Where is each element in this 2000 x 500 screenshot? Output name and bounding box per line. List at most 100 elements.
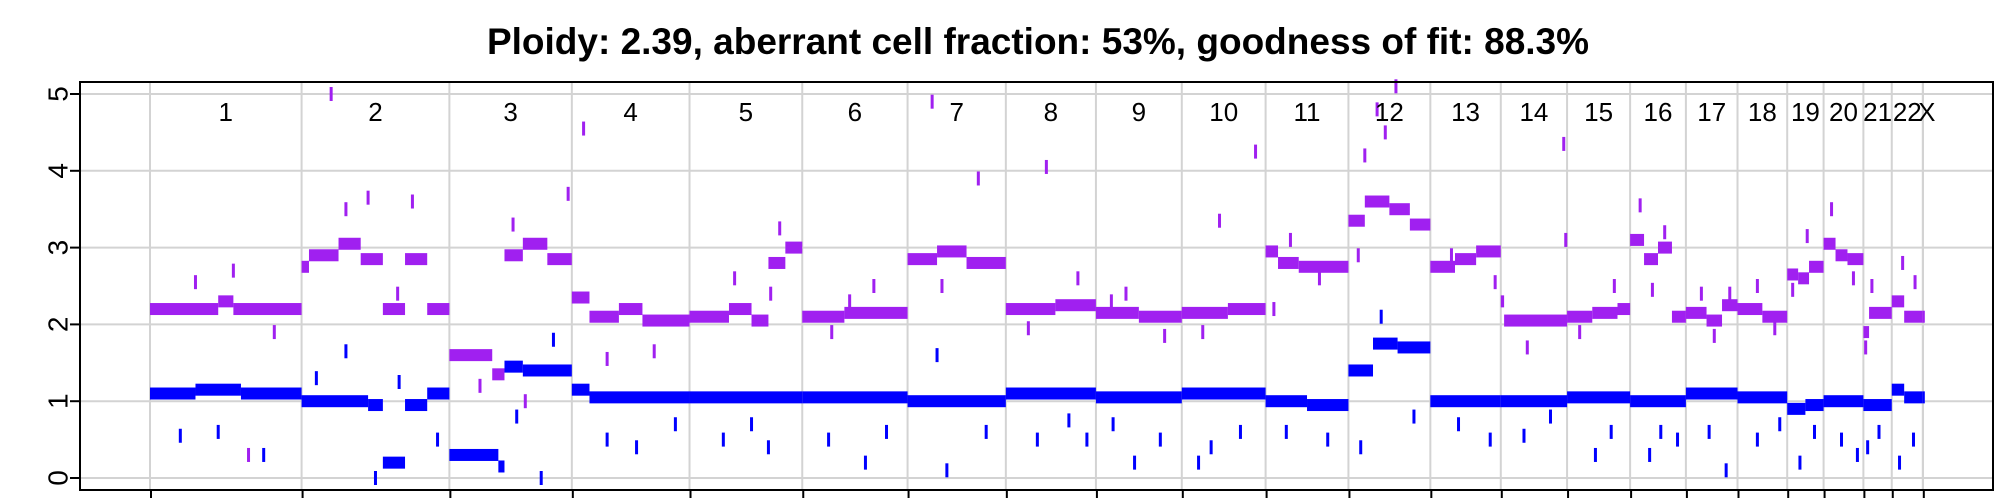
outlier-mark bbox=[1035, 432, 1039, 447]
outlier-mark bbox=[1548, 409, 1552, 424]
chromosome-label: 18 bbox=[1748, 97, 1777, 127]
outlier-mark bbox=[366, 190, 370, 205]
outlier-mark bbox=[344, 344, 348, 359]
outlier-mark bbox=[1356, 248, 1360, 263]
outlier-mark bbox=[984, 424, 988, 439]
segment-mark bbox=[308, 249, 339, 262]
segment-mark bbox=[1823, 395, 1864, 408]
outlier-mark bbox=[1699, 286, 1703, 301]
outlier-mark bbox=[935, 348, 939, 363]
segment-mark bbox=[1409, 218, 1431, 231]
segment-mark bbox=[240, 387, 302, 400]
chromosome-label: 16 bbox=[1644, 97, 1673, 127]
segment-mark bbox=[1922, 391, 1925, 404]
segment-mark bbox=[1454, 253, 1477, 266]
outlier-mark bbox=[231, 263, 235, 278]
segment-mark bbox=[382, 456, 406, 469]
segment-mark bbox=[1364, 195, 1390, 208]
segment-mark bbox=[1095, 306, 1139, 319]
chromosome-label: 17 bbox=[1697, 97, 1726, 127]
outlier-mark bbox=[1578, 325, 1582, 340]
segment-mark bbox=[1476, 245, 1501, 258]
outlier-mark bbox=[436, 432, 440, 447]
outlier-mark bbox=[885, 424, 889, 439]
segment-mark bbox=[1500, 395, 1568, 408]
outlier-mark bbox=[1412, 409, 1416, 424]
outlier-mark bbox=[976, 171, 980, 186]
chromosome-label: X bbox=[1918, 97, 1935, 127]
outlier-mark bbox=[262, 447, 266, 462]
segment-mark bbox=[1298, 260, 1349, 273]
chromosome-label: 2 bbox=[368, 97, 382, 127]
segment-mark bbox=[1617, 303, 1631, 316]
outlier-mark bbox=[1612, 279, 1616, 293]
segment-mark bbox=[1265, 395, 1308, 408]
segment-mark bbox=[1798, 272, 1810, 285]
segment-mark bbox=[522, 237, 548, 250]
outlier-mark bbox=[1593, 447, 1597, 462]
outlier-mark bbox=[1272, 302, 1276, 317]
outlier-mark bbox=[778, 221, 782, 236]
segment-mark bbox=[1095, 391, 1182, 404]
outlier-mark bbox=[872, 279, 876, 293]
segment-mark bbox=[301, 395, 369, 408]
outlier-mark bbox=[1755, 432, 1759, 447]
segment-mark bbox=[1348, 364, 1374, 377]
segment-mark bbox=[571, 291, 590, 304]
segment-mark bbox=[1430, 260, 1455, 273]
segment-mark bbox=[1504, 314, 1568, 327]
outlier-mark bbox=[1898, 455, 1902, 470]
outlier-mark bbox=[247, 447, 251, 462]
outlier-mark bbox=[373, 471, 377, 485]
segment-mark bbox=[1863, 399, 1892, 412]
outlier-mark bbox=[1457, 417, 1461, 432]
outlier-mark bbox=[1359, 440, 1363, 455]
outlier-mark bbox=[1724, 463, 1728, 478]
outlier-mark bbox=[1525, 340, 1529, 355]
outlier-mark bbox=[1659, 424, 1663, 439]
outlier-mark bbox=[1564, 232, 1568, 247]
segment-mark bbox=[449, 448, 499, 461]
outlier-mark bbox=[1197, 455, 1201, 470]
outlier-mark bbox=[523, 394, 527, 409]
outlier-mark bbox=[314, 371, 318, 386]
outlier-mark bbox=[178, 428, 182, 443]
segment-mark bbox=[1278, 256, 1299, 269]
chart-title: Ploidy: 2.39, aberrant cell fraction: 53… bbox=[487, 21, 1589, 62]
outlier-mark bbox=[1755, 279, 1759, 293]
segment-mark bbox=[301, 260, 309, 273]
outlier-mark bbox=[1085, 432, 1089, 447]
outlier-mark bbox=[863, 455, 867, 470]
outlier-mark bbox=[1798, 455, 1802, 470]
outlier-mark bbox=[733, 271, 737, 286]
outlier-mark bbox=[1363, 148, 1367, 163]
outlier-mark bbox=[1449, 248, 1453, 263]
segment-mark bbox=[492, 368, 505, 381]
outlier-mark bbox=[1773, 321, 1777, 336]
outlier-mark bbox=[551, 332, 555, 347]
outlier-mark bbox=[652, 344, 656, 359]
outlier-mark bbox=[1375, 102, 1379, 117]
outlier-mark bbox=[1650, 282, 1654, 297]
outlier-mark bbox=[1851, 271, 1855, 286]
segment-mark bbox=[1307, 399, 1349, 412]
chromosome-label: 6 bbox=[848, 97, 862, 127]
outlier-mark bbox=[344, 202, 348, 217]
segment-mark bbox=[504, 249, 523, 262]
segment-mark bbox=[522, 364, 572, 377]
segment-mark bbox=[405, 253, 428, 266]
outlier-mark bbox=[1663, 225, 1667, 240]
outlier-mark bbox=[635, 440, 639, 455]
outlier-mark bbox=[1488, 432, 1492, 447]
segment-mark bbox=[1373, 337, 1398, 350]
outlier-mark bbox=[1522, 428, 1526, 443]
outlier-mark bbox=[1840, 432, 1844, 447]
segment-mark bbox=[218, 295, 234, 308]
segment-mark bbox=[1227, 303, 1266, 316]
segment-mark bbox=[571, 383, 590, 396]
segment-mark bbox=[1658, 241, 1672, 254]
outlier-mark bbox=[1901, 255, 1905, 270]
segment-mark bbox=[1671, 310, 1686, 323]
outlier-mark bbox=[721, 432, 725, 447]
